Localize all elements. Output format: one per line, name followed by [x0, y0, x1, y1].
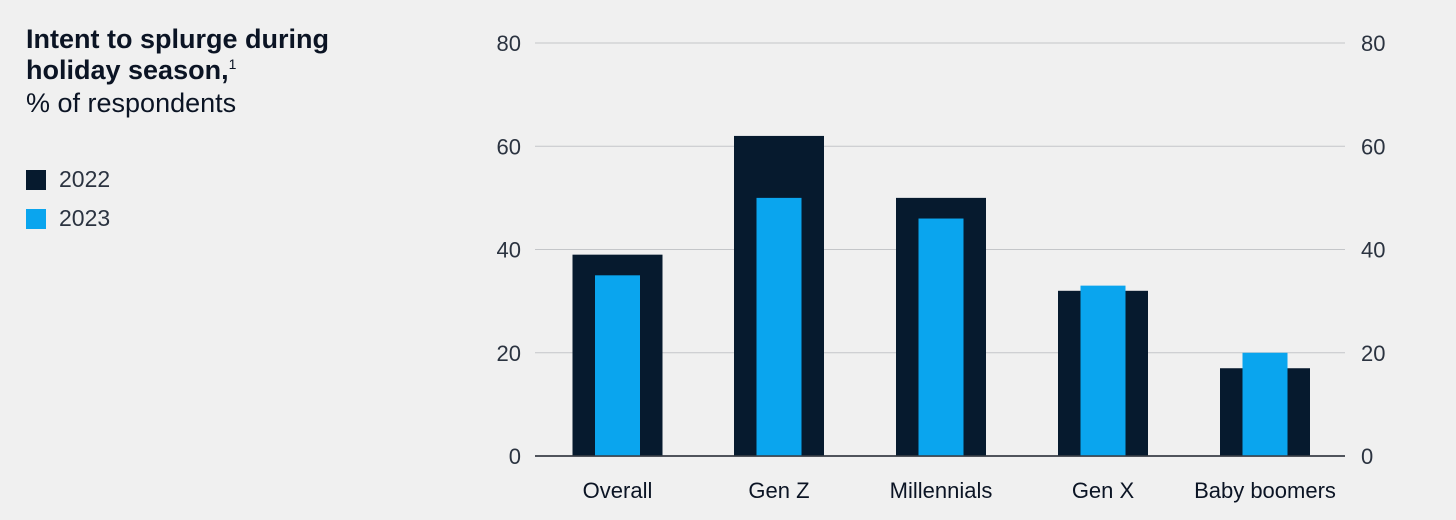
x-label-gen-x: Gen X — [1072, 478, 1135, 503]
y-tick-left-40: 40 — [497, 238, 521, 263]
y-tick-left-0: 0 — [509, 444, 521, 469]
legend-label-2022: 2022 — [59, 166, 111, 192]
x-label-millennials: Millennials — [890, 478, 993, 503]
legend-item-2022: 2022 — [26, 160, 110, 199]
bar-2023-millennials — [918, 218, 964, 456]
legend-swatch-2022 — [26, 169, 46, 190]
legend-item-2023: 2023 — [26, 199, 110, 238]
y-tick-left-60: 60 — [497, 134, 521, 159]
title-block: Intent to splurge during holiday season,… — [26, 24, 426, 120]
bar-2023-gen-z — [756, 197, 802, 456]
y-tick-right-40: 40 — [1361, 238, 1385, 263]
bar-2023-baby-boomers — [1242, 352, 1288, 456]
x-label-gen-z: Gen Z — [748, 478, 809, 503]
bar-2023-overall — [595, 275, 640, 456]
x-label-overall: Overall — [583, 478, 653, 503]
legend-label-2023: 2023 — [59, 205, 111, 231]
y-tick-left-20: 20 — [497, 341, 521, 366]
y-tick-right-20: 20 — [1361, 341, 1385, 366]
legend-swatch-2023 — [26, 208, 46, 229]
y-tick-right-0: 0 — [1361, 444, 1373, 469]
chart-title: Intent to splurge during holiday season,… — [26, 24, 329, 85]
y-tick-right-80: 80 — [1361, 31, 1385, 56]
x-label-baby-boomers: Baby boomers — [1194, 478, 1336, 503]
y-tick-right-60: 60 — [1361, 134, 1385, 159]
bar-2023-gen-x — [1080, 285, 1126, 456]
title-footnote: 1 — [228, 56, 237, 72]
y-tick-left-80: 80 — [497, 31, 521, 56]
chart-subtitle: % of respondents — [26, 88, 237, 118]
legend: 2022 2023 — [26, 160, 110, 238]
